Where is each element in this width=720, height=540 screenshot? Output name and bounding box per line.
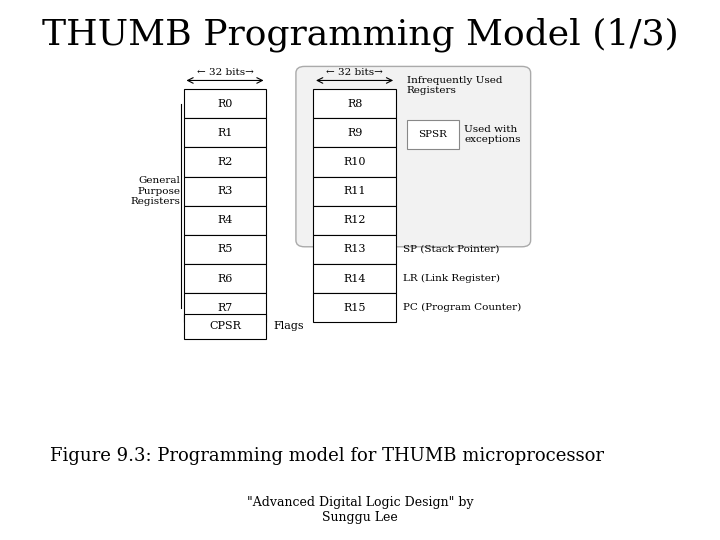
Bar: [184, 264, 266, 293]
Text: R4: R4: [217, 215, 233, 225]
Bar: [313, 235, 396, 264]
Bar: [184, 118, 266, 147]
Bar: [184, 177, 266, 206]
Text: R3: R3: [217, 186, 233, 196]
Text: R14: R14: [343, 274, 366, 284]
Text: General
Purpose
Registers: General Purpose Registers: [130, 176, 180, 206]
Text: SP (Stack Pointer): SP (Stack Pointer): [403, 245, 500, 254]
Text: R10: R10: [343, 157, 366, 167]
Text: R8: R8: [347, 99, 362, 109]
Bar: [184, 206, 266, 235]
Text: R6: R6: [217, 274, 233, 284]
Text: ← 32 bits→: ← 32 bits→: [326, 68, 383, 77]
Bar: [184, 235, 266, 264]
Text: ← 32 bits→: ← 32 bits→: [197, 68, 253, 77]
Text: Figure 9.3: Programming model for THUMB microprocessor: Figure 9.3: Programming model for THUMB …: [50, 447, 604, 465]
Text: R15: R15: [343, 303, 366, 313]
Bar: [184, 293, 266, 322]
Bar: [313, 264, 396, 293]
Text: R9: R9: [347, 128, 362, 138]
Bar: [313, 206, 396, 235]
Text: Used with
exceptions: Used with exceptions: [464, 125, 521, 144]
Text: "Advanced Digital Logic Design" by
Sunggu Lee: "Advanced Digital Logic Design" by Sungg…: [247, 496, 473, 524]
Text: R7: R7: [217, 303, 233, 313]
Text: R12: R12: [343, 215, 366, 225]
Text: THUMB Programming Model (1/3): THUMB Programming Model (1/3): [42, 18, 678, 52]
Text: R11: R11: [343, 186, 366, 196]
Text: R13: R13: [343, 245, 366, 254]
Bar: [313, 118, 396, 147]
Bar: [407, 120, 459, 149]
Text: Infrequently Used
Registers: Infrequently Used Registers: [407, 76, 503, 95]
Text: LR (Link Register): LR (Link Register): [403, 274, 500, 283]
Text: R2: R2: [217, 157, 233, 167]
Text: R1: R1: [217, 128, 233, 138]
Bar: [313, 89, 396, 118]
Text: PC (Program Counter): PC (Program Counter): [403, 303, 521, 312]
Text: CPSR: CPSR: [209, 321, 241, 331]
Text: Flags: Flags: [274, 321, 305, 331]
FancyBboxPatch shape: [296, 66, 531, 247]
Text: R5: R5: [217, 245, 233, 254]
Bar: [313, 147, 396, 177]
Bar: [184, 147, 266, 177]
Bar: [313, 177, 396, 206]
Text: SPSR: SPSR: [418, 130, 447, 139]
Bar: [313, 293, 396, 322]
Bar: [184, 89, 266, 118]
Text: R0: R0: [217, 99, 233, 109]
Bar: [184, 314, 266, 339]
